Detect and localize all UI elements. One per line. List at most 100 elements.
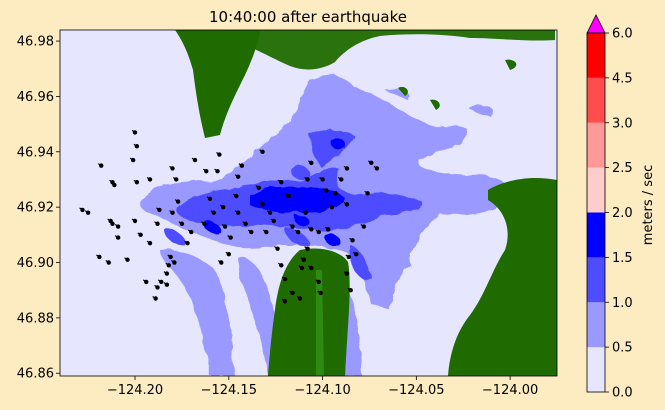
drifter-point (144, 279, 149, 285)
drifter-point (138, 232, 143, 238)
drifter-point (153, 296, 158, 301)
drifter-point (207, 196, 213, 202)
colorbar-segment (587, 167, 605, 213)
colorbar-tick-label: 3.0 (612, 116, 633, 131)
drifter-point (85, 210, 91, 215)
drifter-point (185, 240, 190, 246)
drifter-point (369, 160, 374, 166)
drifter-point (320, 177, 325, 182)
drifter-point (179, 221, 185, 226)
drifter-point (204, 168, 209, 174)
drifter-point (217, 152, 222, 157)
drifter-point (170, 210, 175, 215)
speed-band-1.5-2.0 (204, 138, 346, 246)
drifter-point (97, 254, 102, 260)
y-tick-label: 46.86 (17, 367, 54, 382)
drifter-point (350, 238, 355, 243)
drifter-point (202, 221, 207, 226)
colorbar-label: meters / sec (641, 165, 656, 245)
drifter-point (309, 265, 314, 271)
colorbar-segment (587, 302, 605, 348)
drifter-point (170, 166, 175, 171)
drifter-point (361, 224, 367, 229)
drifter-point (155, 285, 160, 290)
drifter-point (290, 224, 295, 229)
colorbar-tick-label: 0.5 (612, 341, 633, 356)
drifter-point (249, 229, 254, 235)
drifter-point (290, 290, 295, 296)
drifter-point (282, 276, 288, 282)
drifter-point (260, 149, 265, 154)
drifter-points (79, 129, 380, 304)
colorbar-tick-label: 1.0 (612, 296, 633, 311)
land (175, 30, 557, 376)
y-tick-label: 46.96 (17, 90, 54, 105)
y-tick-label: 46.94 (17, 145, 54, 160)
drifter-point (172, 260, 177, 265)
drifter-point (189, 229, 194, 235)
colorbar-segment (587, 77, 605, 123)
drifter-point (115, 224, 121, 229)
drifter-point (305, 246, 310, 251)
drifter-point (164, 271, 170, 276)
drifter-point (235, 210, 241, 215)
drifter-point (220, 204, 226, 210)
drifter-point (374, 166, 380, 171)
colorbar: 0.0 0.5 1.0 1.5 2.0 2.5 3.0 4.5 6.0 (586, 14, 633, 401)
drifter-point (192, 157, 198, 163)
x-tick-label: −124.10 (294, 383, 350, 398)
drifter-point (333, 191, 338, 196)
drifter-point (260, 202, 265, 207)
drifter-point (147, 240, 153, 246)
drifter-point (267, 210, 273, 215)
drifter-point (222, 224, 228, 229)
drifter-point (297, 296, 303, 301)
drifter-point (215, 168, 220, 174)
drifter-point (339, 177, 344, 182)
chart-title: 10:40:00 after earthquake (209, 8, 407, 26)
drifter-point (106, 260, 111, 265)
drifter-point (159, 279, 164, 285)
map-plot (60, 30, 557, 376)
drifter-point (219, 260, 224, 265)
drifter-point (115, 235, 121, 240)
drifter-point (344, 166, 350, 171)
drifter-point (344, 271, 350, 276)
y-tick-label: 46.88 (17, 311, 54, 326)
drifter-point (99, 163, 104, 168)
x-tick-label: −124.20 (107, 383, 163, 398)
drifter-point (174, 177, 179, 182)
drifter-point (264, 229, 269, 235)
y-tick-label: 46.98 (17, 35, 54, 50)
y-tick-label: 46.92 (17, 201, 54, 216)
drifter-point (329, 204, 335, 210)
drifter-point (175, 199, 181, 204)
drifter-point (365, 191, 370, 196)
drifter-point (134, 144, 140, 149)
x-tick-label: −124.15 (201, 383, 257, 398)
drifter-point (164, 282, 170, 287)
drifter-point (301, 257, 307, 262)
colorbar-tick-label: 1.5 (612, 251, 633, 266)
drifter-point (228, 235, 233, 240)
drifter-point (235, 174, 241, 179)
drifter-point (166, 263, 171, 268)
drifter-point (279, 180, 284, 185)
drifter-point (305, 177, 310, 182)
x-tick-label: −124.00 (482, 383, 538, 398)
y-axis: 46.86 46.88 46.90 46.92 46.94 46.96 46.98 (17, 35, 60, 382)
colorbar-extend-arrow (586, 14, 606, 34)
drifter-point (309, 160, 314, 166)
colorbar-segment (587, 212, 605, 258)
drifter-point (346, 254, 352, 260)
drifter-point (299, 265, 305, 271)
drifter-point (112, 182, 117, 188)
colorbar-segment (587, 33, 605, 78)
drifter-point (147, 177, 153, 182)
drifter-point (286, 193, 292, 199)
drifter-point (354, 252, 359, 257)
colorbar-segment (587, 122, 605, 168)
drifter-point (157, 207, 162, 213)
drifter-point (239, 163, 245, 168)
